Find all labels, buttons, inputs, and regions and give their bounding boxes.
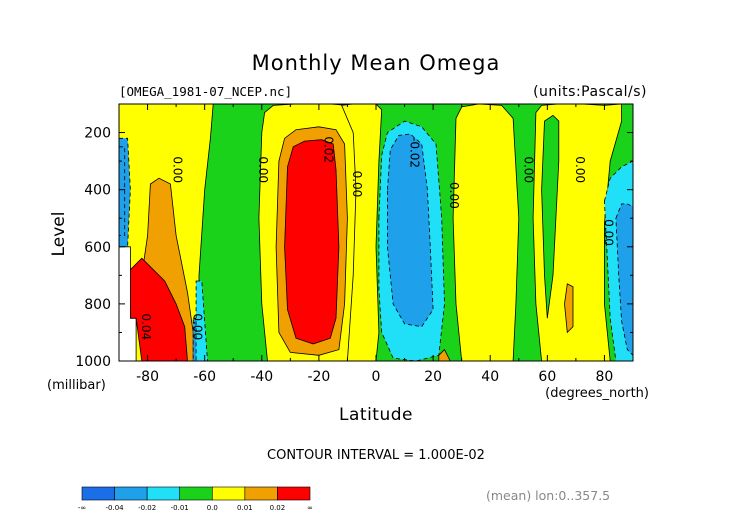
colorbar: -∞ -0.04 -0.02 -0.01 0.0 0.01 0.02 ∞ xyxy=(78,486,313,512)
colorbar-label-2: -0.02 xyxy=(138,504,156,512)
contour-region-21 xyxy=(615,203,633,356)
x-tick-label-0: -80 xyxy=(136,369,159,385)
contour-label-6: 0.00 xyxy=(521,156,535,183)
colorbar-label-3: -0.01 xyxy=(171,504,189,512)
colorbar-label-6: 0.02 xyxy=(270,504,286,512)
colorbar-label-0: -∞ xyxy=(78,504,86,512)
contour-label-0: 0.00 xyxy=(170,156,184,183)
colorbar-label-1: -0.04 xyxy=(106,504,125,512)
contour-label-5: 0.00 xyxy=(447,182,461,209)
colorbar-label-7: ∞ xyxy=(307,504,313,512)
chart-title: Monthly Mean Omega xyxy=(252,51,501,75)
contour-label-8: 0.00 xyxy=(601,219,615,246)
y-tick-label-0: 200 xyxy=(84,126,111,142)
contour-label-4: -0.02 xyxy=(407,137,421,168)
contour-region-5 xyxy=(129,257,188,361)
colorbar-swatch-0 xyxy=(81,486,115,501)
footer-mean-label: (mean) lon:0..357.5 xyxy=(486,488,610,503)
colorbar-swatch-3 xyxy=(179,486,213,501)
colorbar-label-4: 0.0 xyxy=(207,504,218,512)
x-tick-label-5: 20 xyxy=(424,369,442,385)
contour-region-18 xyxy=(438,348,451,361)
colorbar-swatch-4 xyxy=(211,486,246,501)
x-axis-title: Latitude xyxy=(339,405,413,425)
x-tick-label-7: 60 xyxy=(538,369,556,385)
plot-area: 0.00 0.00 0.02 0.00 -0.02 0.00 0.00 0.00 0.00 0.0… xyxy=(119,104,633,361)
contour-label-7: 0.00 xyxy=(573,156,587,183)
x-tick-label-1: -60 xyxy=(193,369,216,385)
x-axis-unit: (degrees_north) xyxy=(545,386,649,401)
source-file-label: [OMEGA_1981-07_NCEP.nc] xyxy=(119,84,292,99)
contour-region-13 xyxy=(386,133,434,328)
y-tick-label-3: 800 xyxy=(84,297,111,313)
colorbar-swatch-5 xyxy=(244,486,278,501)
y-tick-label-1: 400 xyxy=(84,183,111,199)
x-tick-label-8: 80 xyxy=(596,369,614,385)
contour-region-16 xyxy=(541,114,560,319)
contour-label-2: 0.02 xyxy=(322,136,336,163)
colorbar-swatch-1 xyxy=(114,486,148,501)
contour-region-7 xyxy=(195,280,208,361)
y-tick-label-2: 600 xyxy=(84,240,111,256)
contour-region-11 xyxy=(341,104,383,361)
contour-label-3: 0.00 xyxy=(350,171,364,198)
contour-label-9: 0.04 xyxy=(139,313,153,340)
colorbar-swatch-2 xyxy=(146,486,181,501)
contour-label-1: 0.00 xyxy=(256,156,270,183)
x-tick-label-3: -20 xyxy=(307,369,330,385)
units-label: (units:Pascal/s) xyxy=(533,84,647,100)
contour-interval-label: CONTOUR INTERVAL = 1.000E-02 xyxy=(267,448,485,463)
colorbar-label-5: 0.01 xyxy=(237,504,253,512)
x-tick-label-6: 40 xyxy=(481,369,499,385)
contour-region-19 xyxy=(119,146,126,236)
y-axis-unit: (millibar) xyxy=(47,378,106,393)
y-tick-label-4: 1000 xyxy=(75,354,111,370)
x-tick-label-2: -40 xyxy=(250,369,273,385)
contour-region-10 xyxy=(284,139,340,345)
x-tick-label-4: 0 xyxy=(372,369,381,385)
y-axis-title: Level xyxy=(49,212,69,257)
contour-region-17 xyxy=(564,283,574,334)
contour-label-10: 0.00 xyxy=(190,313,204,340)
colorbar-swatch-6 xyxy=(277,486,311,501)
contour-region-14 xyxy=(452,104,520,361)
